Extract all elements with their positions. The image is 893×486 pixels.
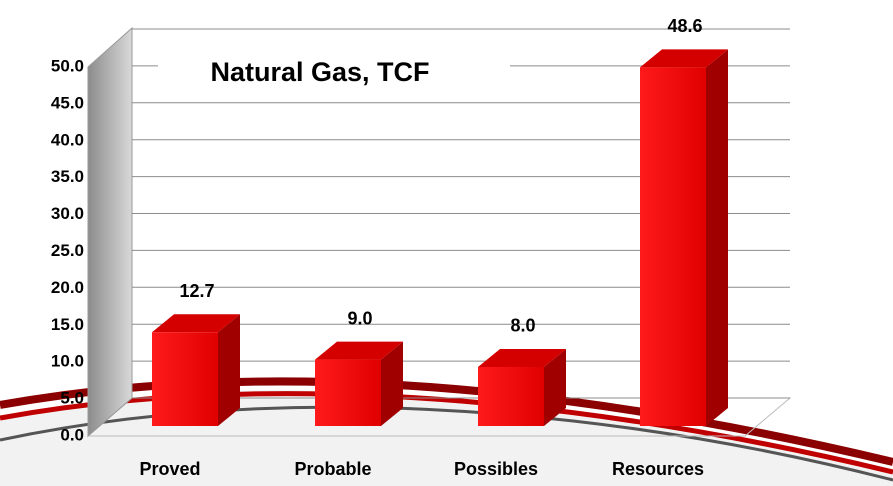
side-wall bbox=[87, 26, 133, 438]
y-tick-label: 25.0 bbox=[51, 241, 84, 260]
bar-side bbox=[706, 49, 728, 426]
x-tick-label: Proved bbox=[139, 459, 200, 479]
title-box bbox=[158, 44, 510, 102]
y-tick-label: 0.0 bbox=[60, 425, 84, 444]
value-label: 12.7 bbox=[179, 281, 214, 301]
background-swoosh bbox=[0, 377, 893, 486]
bars: Proved 12.7 Probable 9.0 Possibles 8.0 Resourc… bbox=[139, 16, 728, 479]
y-tick-label: 30.0 bbox=[51, 204, 84, 223]
bar-front bbox=[152, 332, 218, 426]
x-tick-label: Resources bbox=[612, 459, 704, 479]
y-tick-label: 10.0 bbox=[51, 352, 84, 371]
value-label: 8.0 bbox=[510, 316, 535, 336]
bar bbox=[478, 348, 566, 426]
value-label: 9.0 bbox=[347, 308, 372, 328]
bar-side bbox=[544, 348, 566, 426]
y-tick-label: 50.0 bbox=[51, 56, 84, 75]
y-tick-label: 40.0 bbox=[51, 130, 84, 149]
bar-front bbox=[315, 359, 381, 426]
chart-title: Natural Gas, TCF bbox=[210, 57, 429, 87]
bar bbox=[315, 341, 403, 426]
bar-side bbox=[218, 314, 240, 426]
bar-top bbox=[152, 314, 240, 333]
bar-top bbox=[315, 341, 403, 360]
y-tick-label: 15.0 bbox=[51, 315, 84, 334]
y-tick-label: 35.0 bbox=[51, 167, 84, 186]
bar bbox=[152, 314, 240, 426]
x-tick-label: Probable bbox=[294, 459, 371, 479]
bar-top bbox=[478, 348, 566, 367]
x-tick-label: Possibles bbox=[454, 459, 538, 479]
y-tick-label: 5.0 bbox=[60, 389, 84, 408]
grid: 0.0 5.0 10.0 15.0 20.0 25.0 30.0 35.0 40.0 45.0 50… bbox=[51, 28, 790, 444]
bar-front bbox=[640, 67, 706, 426]
value-label: 48.6 bbox=[667, 16, 702, 36]
bar-top bbox=[640, 49, 728, 68]
y-tick-label: 45.0 bbox=[51, 93, 84, 112]
y-tick-label: 20.0 bbox=[51, 278, 84, 297]
bar bbox=[640, 49, 728, 426]
bar-side bbox=[381, 341, 403, 426]
bar-front bbox=[478, 366, 544, 426]
